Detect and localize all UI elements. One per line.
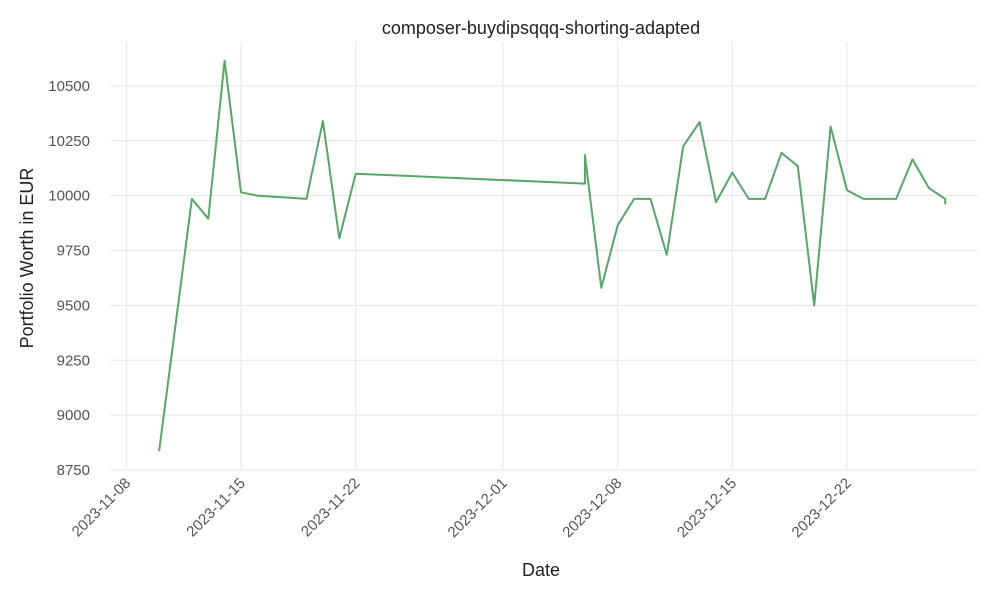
x-tick-label: 2023-12-08	[559, 475, 625, 541]
series-layer	[158, 59, 947, 452]
y-tick-label: 10250	[48, 133, 90, 150]
x-tick-label: 2023-11-08	[69, 475, 134, 540]
y-tick-label: 8750	[57, 462, 90, 479]
x-tick-label: 2023-12-22	[789, 475, 855, 541]
y-tick-label: 10000	[48, 188, 90, 205]
y-tick-label: 9000	[57, 407, 90, 424]
chart-title: composer-buydipsqqq-shorting-adapted	[382, 18, 700, 38]
y-tick-label: 9750	[57, 243, 90, 260]
y-tick-label: 9250	[57, 352, 90, 369]
x-axis-ticks: 2023-11-08 2023-11-15 2023-11-22 2023-12-01…	[69, 475, 855, 541]
y-tick-label: 9500	[57, 297, 90, 314]
x-tick-label: 2023-12-15	[674, 475, 740, 541]
grid	[110, 42, 978, 471]
x-axis-title: Date	[522, 560, 560, 580]
x-tick-label: 2023-12-01	[445, 475, 511, 541]
y-axis-ticks: 8750 9000 9250 9500 9750 10000 10250 10500	[48, 78, 90, 479]
series-line	[158, 59, 947, 452]
y-tick-label: 10500	[48, 78, 90, 95]
y-axis-title: Portfolio Worth in EUR	[17, 168, 37, 349]
x-tick-label: 2023-11-15	[183, 475, 248, 540]
x-tick-label: 2023-11-22	[298, 475, 363, 540]
